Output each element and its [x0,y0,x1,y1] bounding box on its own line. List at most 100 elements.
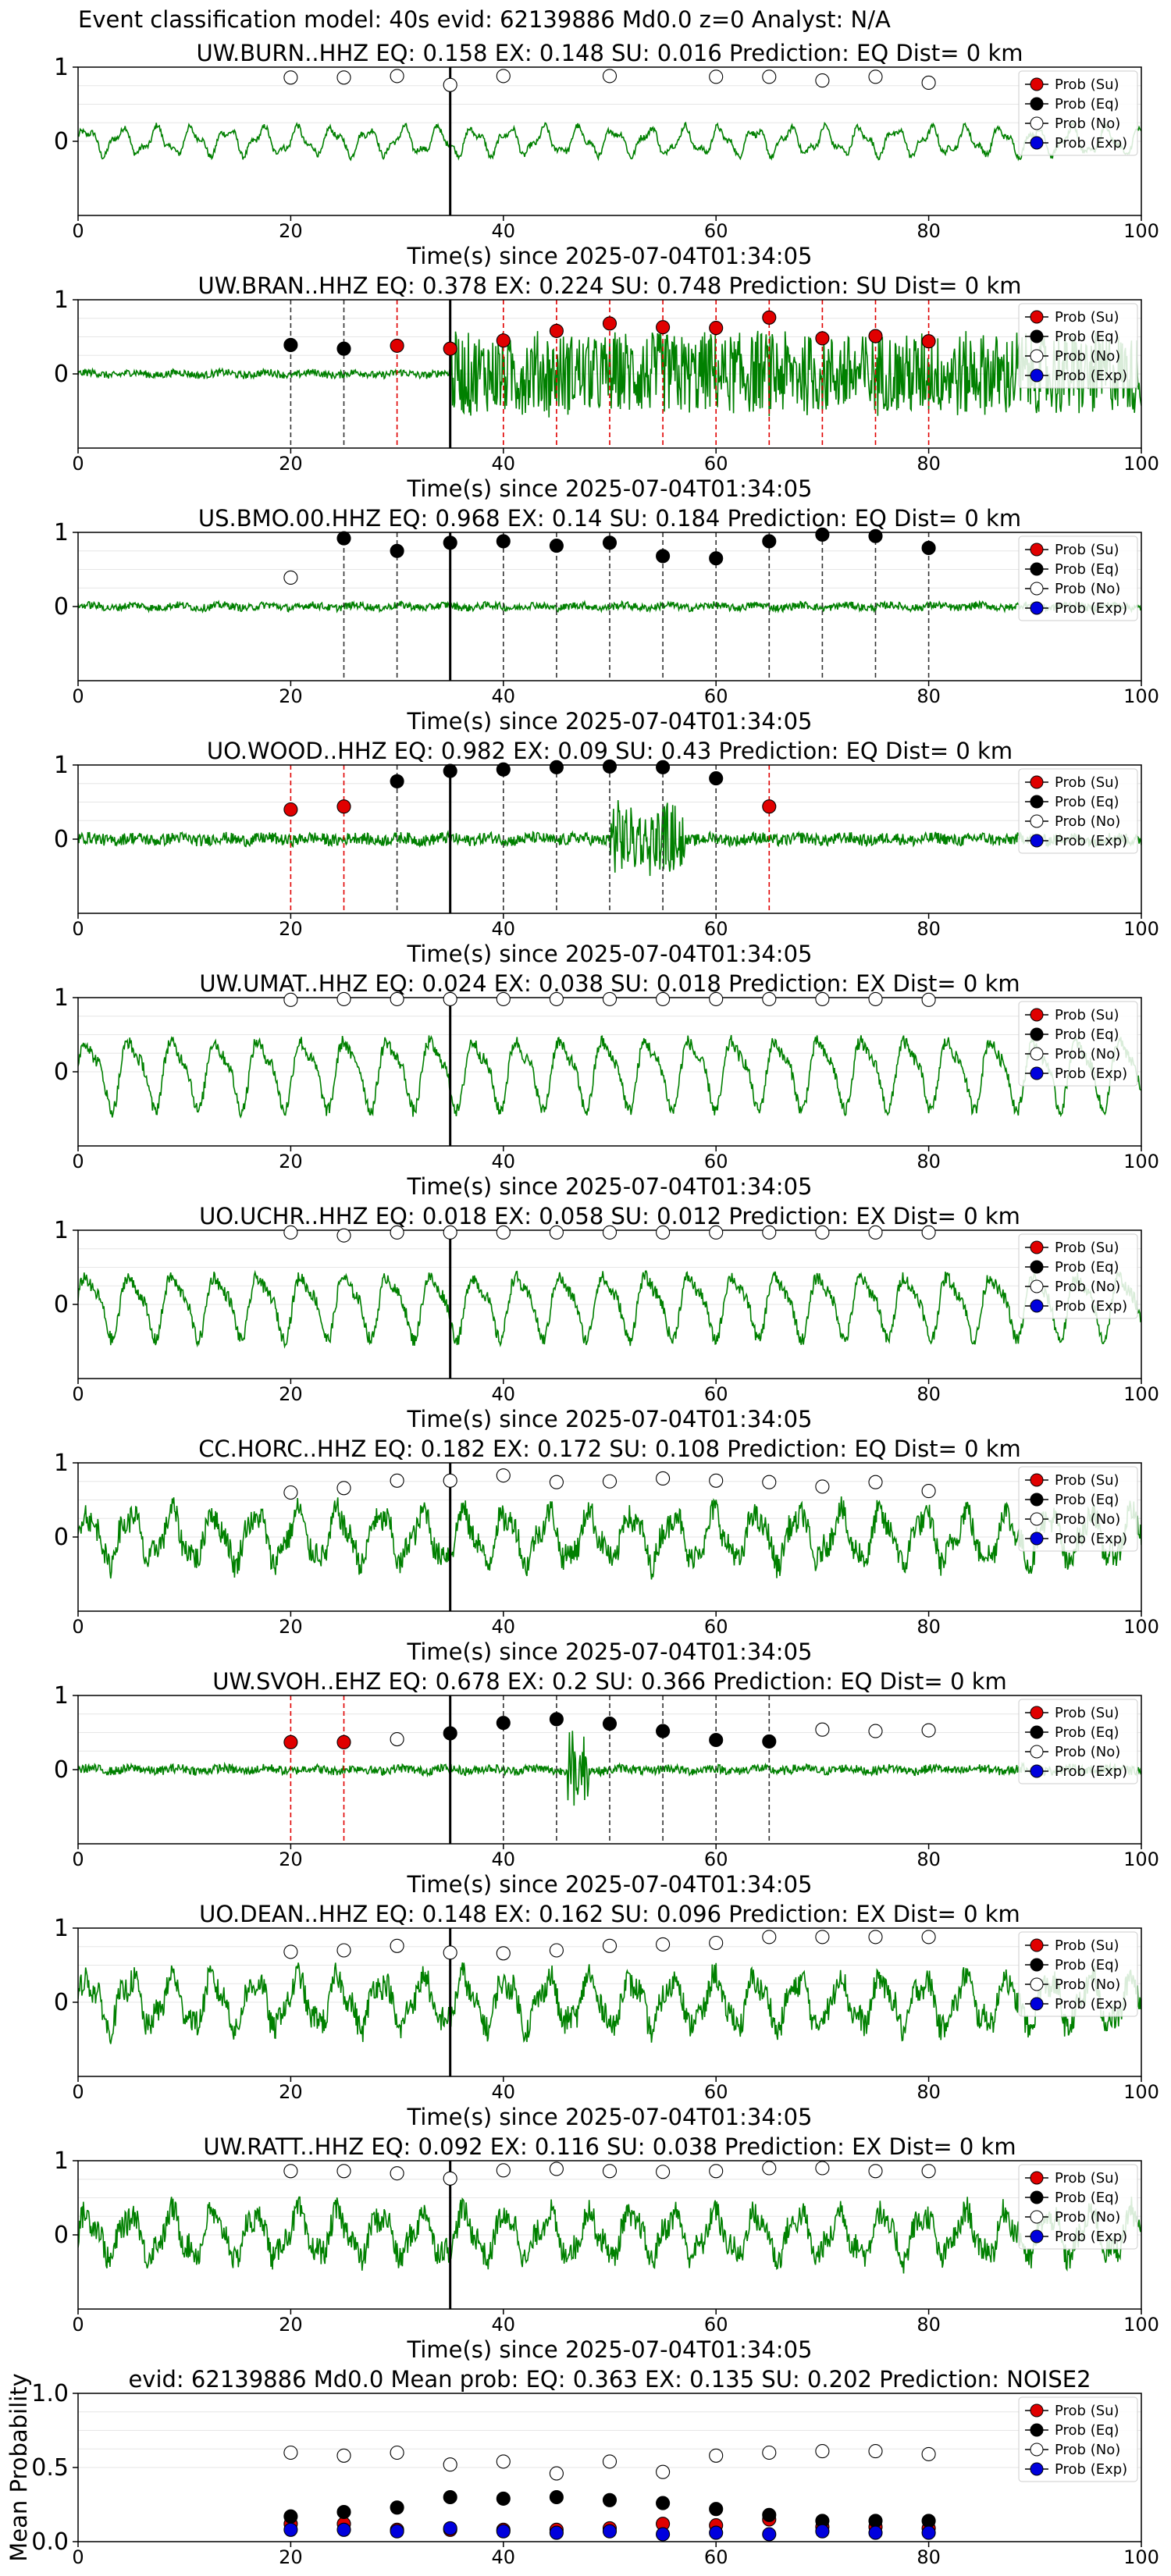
x-axis-label: Time(s) since 2025-07-04T01:34:05 [407,2336,813,2363]
y-tick-label: 1 [54,1217,69,1244]
prob-point-no [815,2444,830,2459]
legend-marker [1030,582,1044,596]
prob-point-no [815,1479,830,1494]
prob-point-no [656,2165,671,2179]
legend-marker [1030,2443,1044,2457]
prob-point-eq [283,2509,298,2524]
x-tick-label: 100 [1123,453,1159,475]
prob-point-no [443,2457,457,2472]
legend-label: Prob (Eq) [1055,794,1119,810]
prob-point-su [656,320,671,335]
x-tick-label: 60 [704,918,728,940]
prob-point-eq [390,774,404,788]
prob-point-no [283,992,298,1007]
prob-point-no [762,991,777,1006]
legend-marker [1030,2190,1044,2204]
panel-title: evid: 62139886 Md0.0 Mean prob: EQ: 0.36… [128,2366,1091,2393]
legend-label: Prob (No) [1055,1279,1120,1295]
x-tick-label: 100 [1123,2546,1159,2568]
x-tick-label: 20 [279,1383,303,1405]
legend-marker [1030,1260,1044,1274]
x-tick-label: 100 [1123,1383,1159,1405]
station-panel-6: CC.HORC..HHZ EQ: 0.182 EX: 0.172 SU: 0.1… [54,1436,1159,1665]
legend-marker [1030,97,1044,111]
station-panel-1: UW.BRAN..HHZ EQ: 0.378 EX: 0.224 SU: 0.7… [54,272,1159,502]
x-tick-label: 20 [279,2081,303,2103]
prob-point-no [549,2161,564,2176]
prob-point-exp [868,2525,883,2540]
prob-point-eq [762,2507,777,2522]
prob-point-exp [602,2524,618,2539]
legend-marker [1030,1958,1044,1972]
x-axis-label: Time(s) since 2025-07-04T01:34:05 [407,2104,813,2130]
legend-label: Prob (Eq) [1055,329,1119,345]
prob-point-su [602,316,618,331]
y-tick-label: 0 [54,1524,69,1551]
prob-point-no [496,1946,511,1961]
legend-marker [1030,1764,1044,1778]
prob-point-eq [921,2514,936,2528]
prob-point-no [549,2466,564,2481]
x-tick-label: 80 [917,220,941,242]
legend: Prob (Su) Prob (Eq) Prob (No) Prob (Exp) [1018,303,1138,389]
plot-area [78,765,1141,913]
legend-label: Prob (Eq) [1055,561,1119,578]
legend-label: Prob (Su) [1055,1007,1119,1023]
y-tick-label: 0.5 [31,2454,69,2482]
x-tick-label: 80 [917,2081,941,2103]
prob-point-eq [709,771,724,786]
y-tick-label: 0.0 [31,2528,69,2556]
legend-label: Prob (No) [1055,348,1120,365]
prob-point-no [549,1475,564,1489]
panel-title: UO.DEAN..HHZ EQ: 0.148 EX: 0.162 SU: 0.0… [199,1901,1020,1927]
x-tick-label: 20 [279,1151,303,1172]
legend-label: Prob (Eq) [1055,1724,1119,1741]
legend-label: Prob (Su) [1055,1705,1119,1721]
prob-point-no [443,1473,457,1488]
prob-point-eq [602,535,618,550]
legend-box [1018,2396,1138,2482]
prob-point-eq [336,341,351,356]
prob-point-eq [443,2489,457,2505]
prob-point-no [336,991,351,1006]
prob-point-no [815,1930,830,1944]
panel-title: UW.SVOH..EHZ EQ: 0.678 EX: 0.2 SU: 0.366… [212,1668,1007,1695]
legend-label: Prob (Eq) [1055,1259,1119,1276]
x-tick-label: 40 [492,1616,516,1638]
prob-point-eq [656,760,671,774]
prob-point-eq [602,2492,618,2507]
legend-label: Prob (Exp) [1055,368,1127,384]
prob-point-su [709,321,724,336]
prob-point-exp [709,2525,724,2540]
prob-point-eq [921,540,936,556]
legend-box [1018,535,1138,621]
x-tick-label: 100 [1123,1151,1159,1172]
prob-point-no [762,69,777,84]
prob-point-no [815,1722,830,1737]
y-tick-label: 0 [54,361,69,388]
prob-point-exp [549,2525,564,2540]
x-tick-label: 60 [704,685,728,707]
prob-point-no [602,2454,618,2469]
prob-point-no [443,2171,457,2186]
prob-point-no [762,1225,777,1240]
prob-point-no [921,1723,936,1738]
prob-point-eq [443,535,457,550]
prob-point-no [709,2448,724,2463]
x-tick-label: 100 [1123,2314,1159,2336]
prob-point-no [549,991,564,1006]
y-tick-label: 1 [54,2147,69,2175]
prob-point-no [390,1732,404,1747]
prob-point-no [336,2448,351,2463]
x-tick-label: 0 [72,1151,84,1172]
prob-point-su [762,310,777,325]
prob-point-no [549,1943,564,1958]
prob-point-eq [762,1734,777,1749]
legend-marker [1030,1066,1044,1080]
legend-label: Prob (No) [1055,1511,1120,1528]
legend-label: Prob (Eq) [1055,2422,1119,2439]
prob-point-no [709,2164,724,2179]
y-tick-label: 1 [54,1682,69,1710]
y-tick-label: 1 [54,286,69,314]
legend-marker [1030,77,1044,91]
